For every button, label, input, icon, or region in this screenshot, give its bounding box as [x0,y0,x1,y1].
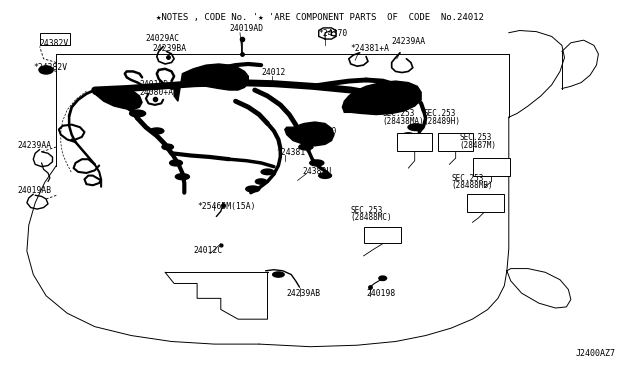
Text: SEC.253: SEC.253 [451,174,484,183]
Polygon shape [285,122,334,146]
Polygon shape [342,81,421,115]
Ellipse shape [408,124,424,131]
Ellipse shape [319,173,332,178]
Text: (28488MB): (28488MB) [451,182,493,190]
Text: 24019AD: 24019AD [229,24,263,33]
Text: *24381: *24381 [276,148,306,157]
Text: J2400AZ7: J2400AZ7 [576,349,616,358]
Ellipse shape [402,133,415,139]
Text: SEC.253: SEC.253 [424,109,456,118]
Text: 24019AB: 24019AB [18,186,52,195]
Ellipse shape [310,160,324,166]
Ellipse shape [299,144,313,150]
Bar [364,227,401,243]
Text: (28489H): (28489H) [424,117,461,126]
Text: (28488MC): (28488MC) [351,214,392,222]
Text: 24239BA: 24239BA [152,44,186,53]
Polygon shape [174,64,248,101]
Bar [467,194,504,212]
Text: 240198: 240198 [366,289,396,298]
Text: *25465M(15A): *25465M(15A) [197,202,255,211]
Text: 24239AA: 24239AA [392,38,426,46]
Text: 24012: 24012 [261,68,285,77]
Ellipse shape [175,174,189,180]
Ellipse shape [162,144,173,150]
Text: 24270: 24270 [312,127,337,136]
Text: *24382V: *24382V [33,63,67,72]
Ellipse shape [261,169,274,174]
Text: SEC.253: SEC.253 [460,133,492,142]
Ellipse shape [273,272,284,277]
Ellipse shape [255,179,267,184]
Text: 24382U: 24382U [302,167,332,176]
Text: 24029AC: 24029AC [146,34,180,43]
Text: 24239AB: 24239AB [287,289,321,298]
Text: 24239AA: 24239AA [18,141,52,150]
Text: 24382V: 24382V [40,39,69,48]
Ellipse shape [39,66,53,74]
Text: *24370: *24370 [318,29,348,38]
Text: ★NOTES , CODE No. '★ 'ARE COMPONENT PARTS  OF  CODE  No.24012: ★NOTES , CODE No. '★ 'ARE COMPONENT PART… [156,13,484,22]
Ellipse shape [364,106,376,111]
Text: *24381+A: *24381+A [351,44,390,53]
Polygon shape [95,89,142,110]
Text: 24012C: 24012C [193,246,223,255]
Ellipse shape [379,276,387,280]
Text: 24019D: 24019D [140,80,169,89]
Ellipse shape [150,128,164,134]
Bar [473,158,510,176]
Ellipse shape [246,186,260,192]
Ellipse shape [129,110,146,117]
Text: (28438MA): (28438MA) [383,117,424,126]
Text: 24080+A: 24080+A [140,89,173,97]
Text: (28487M): (28487M) [460,141,497,150]
Text: SEC.253: SEC.253 [351,206,383,215]
Ellipse shape [170,160,182,166]
Bar [397,133,433,151]
Bar [438,133,474,151]
Bar [40,33,70,45]
Text: SEC.253: SEC.253 [383,109,415,118]
